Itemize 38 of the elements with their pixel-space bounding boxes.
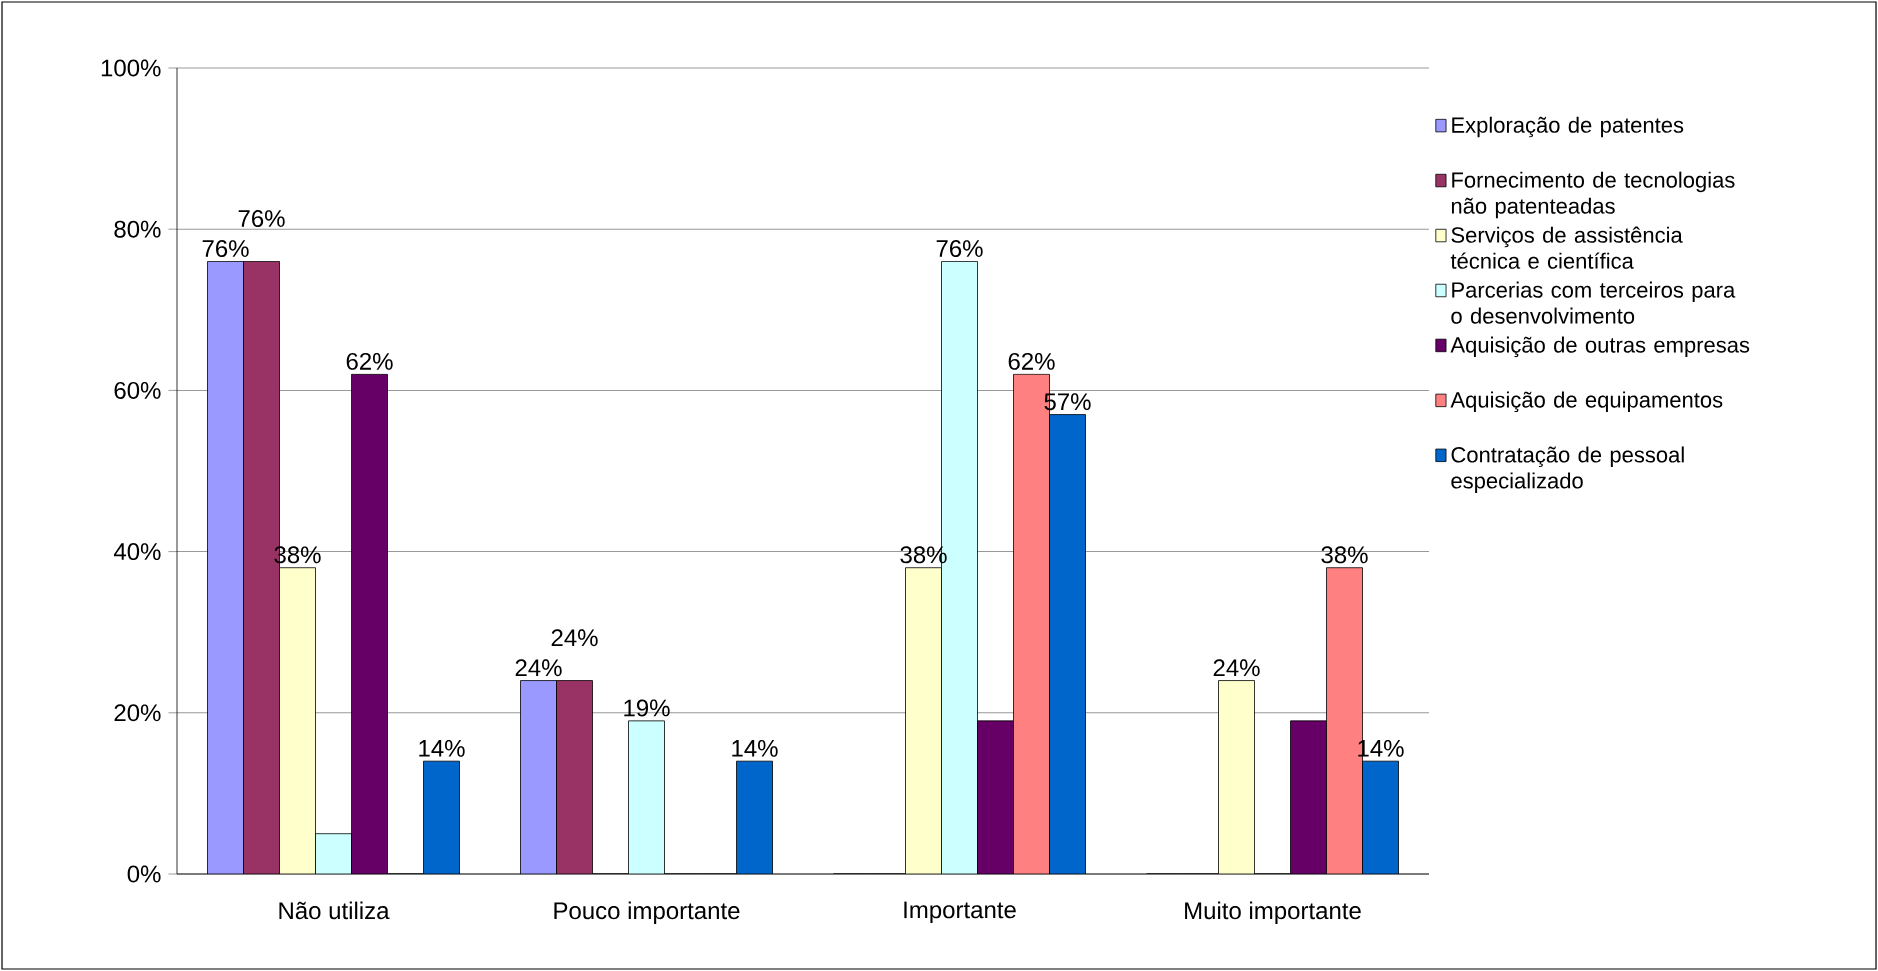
legend-label: Serviços de assistência técnica e científica <box>1450 226 1683 269</box>
bar <box>556 680 593 874</box>
y-tick-label: 100% <box>101 59 161 77</box>
data-label: 62% <box>1008 352 1055 370</box>
data-label: 38% <box>1321 546 1368 564</box>
y-tick-label: 60% <box>114 381 161 399</box>
bar <box>1290 720 1327 874</box>
legend-label: Fornecimento de tecnologias não patenteadas <box>1451 171 1735 219</box>
y-tick-label: 0% <box>127 865 161 883</box>
legend-label: Aquisição de outras empresas <box>1450 336 1750 358</box>
data-label: 24% <box>515 659 562 677</box>
data-label: 19% <box>624 699 670 717</box>
y-tick-label: 40% <box>113 543 161 561</box>
legend-label: Parcerias com terceiros para o desenvolvimento <box>1451 281 1736 324</box>
bar <box>315 833 352 874</box>
x-tick-label: Não utiliza <box>279 901 390 920</box>
y-tick-label: 20% <box>114 704 161 722</box>
legend-label: Aquisição de equipamentos <box>1450 391 1723 413</box>
y-tick-label: 80% <box>114 220 161 238</box>
bar <box>351 374 388 874</box>
bar <box>977 720 1014 874</box>
data-label: 14% <box>419 739 465 757</box>
bar <box>279 567 316 874</box>
data-label: 14% <box>732 739 778 757</box>
x-tick-label: Pouco importante <box>554 901 740 924</box>
bar <box>905 567 942 874</box>
x-tick-label: Muito importante <box>1185 901 1361 924</box>
data-label: 76% <box>936 240 983 258</box>
bar <box>628 720 665 874</box>
data-label: 24% <box>1213 659 1260 677</box>
data-label: 62% <box>346 352 393 370</box>
legend-label: Exploração de patentes <box>1452 116 1684 138</box>
data-label: 24% <box>551 629 598 647</box>
data-label: 76% <box>238 210 285 228</box>
data-label: 76% <box>202 240 249 258</box>
x-tick-label: Importante <box>904 901 1016 924</box>
legend-label: Contratação de pessoal especializado <box>1451 446 1684 493</box>
bar <box>1218 680 1255 874</box>
